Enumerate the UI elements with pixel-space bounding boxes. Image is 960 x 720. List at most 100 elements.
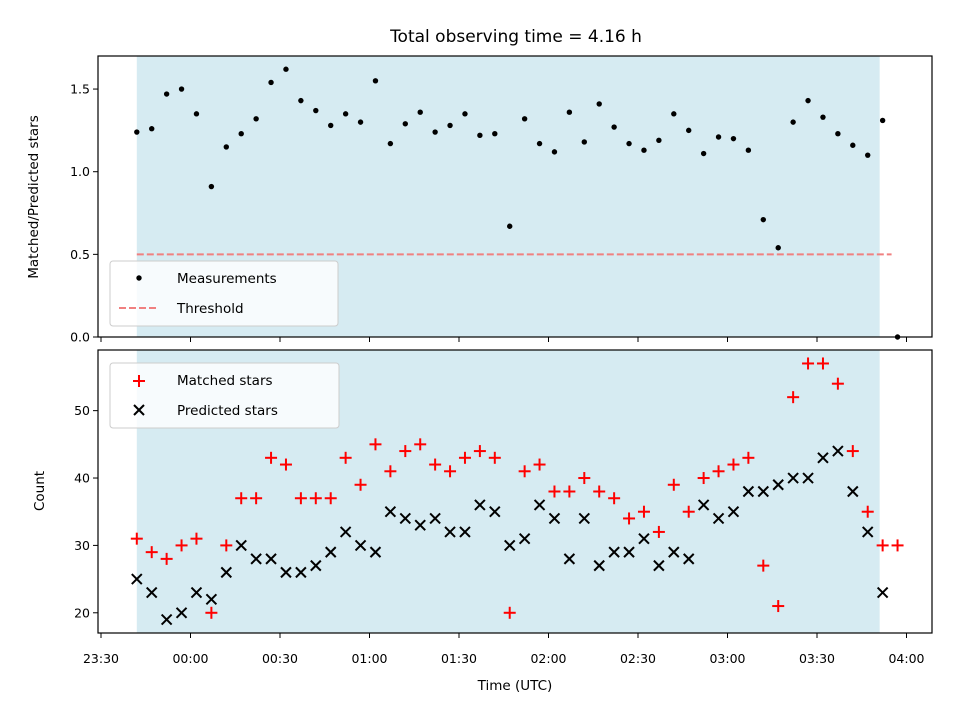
predicted-stars-point — [444, 526, 456, 538]
matched-stars-point — [861, 505, 874, 518]
axes-frame — [97, 349, 933, 634]
y-axis-label-count: Count — [32, 471, 48, 511]
measurement-point — [462, 111, 468, 117]
measurement-point — [641, 147, 647, 153]
matched-stars-point — [652, 525, 665, 538]
legend-label-matched: Matched stars — [177, 373, 273, 389]
x-tick-label: 02:00 — [530, 651, 566, 666]
predicted-stars-point — [369, 546, 382, 558]
predicted-stars-point — [384, 506, 397, 518]
predicted-stars-point — [623, 546, 635, 558]
matched-stars-point — [205, 606, 218, 619]
chart-title: Total observing time = 4.16 h — [389, 27, 642, 47]
predicted-stars-point — [742, 485, 755, 498]
matched-stars-point — [772, 600, 785, 613]
predicted-stars-point — [787, 472, 799, 484]
predicted-stars-point — [593, 559, 605, 572]
predicted-stars-point — [220, 566, 233, 579]
predicted-stars-point — [757, 485, 770, 498]
matched-stars-point — [414, 438, 427, 451]
measurement-point — [432, 129, 438, 135]
predicted-stars-point — [295, 566, 307, 579]
measurement-point — [208, 183, 215, 190]
measurement-point — [149, 126, 155, 132]
matched-stars-point — [160, 552, 173, 565]
predicted-stars-point — [638, 532, 650, 545]
measurement-point — [178, 86, 185, 92]
predicted-stars-point — [578, 512, 591, 525]
matched-stars-point — [175, 539, 188, 552]
predicted-stars-point — [548, 512, 561, 525]
measurement-point — [835, 130, 841, 137]
measurement-point — [581, 139, 587, 145]
legend-marker-predicted — [133, 404, 145, 416]
measurement-point — [134, 129, 140, 135]
measurement-point — [850, 142, 856, 148]
ratio-panel: 0.0 0.5 1.0 1.5 Matched/Predicted stars Mea… — [26, 55, 933, 345]
y-tick-label: 0.0 — [70, 330, 90, 345]
matched-stars-point — [667, 478, 680, 491]
x-tick-label: 01:00 — [351, 651, 387, 666]
matched-stars-point — [727, 458, 740, 471]
matched-stars-point — [488, 451, 501, 464]
x-tick-label: 00:30 — [262, 651, 298, 666]
matched-stars-point — [250, 492, 263, 505]
matched-stars-point — [339, 451, 352, 464]
measurement-point — [387, 140, 394, 147]
predicted-stars-point — [250, 553, 262, 565]
count-panel: 20 30 40 50 23:30 00:00 00:30 01:00 01:30 02:00 02… — [32, 349, 933, 694]
legend-count: Matched stars Predicted stars — [109, 362, 340, 429]
predicted-stars-point — [205, 593, 218, 606]
measurement-point — [566, 109, 573, 115]
matched-stars-point — [369, 438, 382, 451]
matched-stars-point — [563, 485, 576, 498]
measurement-point — [805, 97, 811, 104]
matched-stars-point — [891, 539, 904, 552]
matched-stars-point — [384, 465, 397, 478]
legend-frame — [109, 260, 339, 327]
x-tick-label: 00:00 — [172, 651, 208, 666]
predicted-stars-point — [190, 586, 203, 599]
matched-stars-point — [235, 492, 248, 505]
predicted-stars-point — [802, 472, 814, 484]
matched-stars-point — [578, 472, 591, 485]
measurement-point — [671, 111, 677, 117]
matched-stars-point — [787, 391, 800, 404]
y-tick-label: 0.5 — [70, 247, 90, 262]
predicted-stars-point — [608, 546, 620, 558]
matched-stars-point — [757, 559, 770, 572]
predicted-stars-point — [131, 573, 143, 585]
measurement-point — [626, 140, 632, 147]
matched-stars-point — [354, 478, 367, 491]
predicted-stars-point — [504, 539, 516, 552]
x-tick-label: 03:30 — [799, 651, 835, 666]
legend-label-measurements: Measurements — [177, 271, 277, 287]
legend-label-predicted: Predicted stars — [177, 403, 278, 419]
measurement-point — [298, 97, 304, 104]
measurement-point — [238, 130, 244, 137]
measurement-point — [611, 124, 617, 130]
measurement-point — [820, 114, 826, 120]
measurement-point — [596, 101, 602, 107]
matched-stars-point — [444, 465, 457, 478]
predicted-stars-point — [429, 512, 441, 525]
matched-stars-point — [802, 357, 815, 370]
predicted-stars-point — [772, 479, 784, 491]
predicted-stars-point — [518, 532, 531, 545]
matched-stars-point — [548, 485, 561, 498]
measurement-point — [879, 117, 886, 124]
measurement-point — [253, 116, 259, 122]
predicted-stars-point — [235, 539, 247, 552]
measurement-point — [715, 134, 722, 140]
measurement-point — [402, 121, 408, 127]
predicted-stars-point — [339, 526, 352, 538]
matched-stars-point — [637, 505, 650, 518]
x-tick-label: 02:30 — [620, 651, 656, 666]
legend-label-threshold: Threshold — [176, 301, 244, 317]
measurement-point — [193, 111, 200, 117]
predicted-stars-point — [668, 546, 680, 558]
matched-stars-point — [279, 458, 292, 471]
matched-stars-point — [130, 532, 143, 545]
predicted-stars-point — [683, 553, 695, 565]
